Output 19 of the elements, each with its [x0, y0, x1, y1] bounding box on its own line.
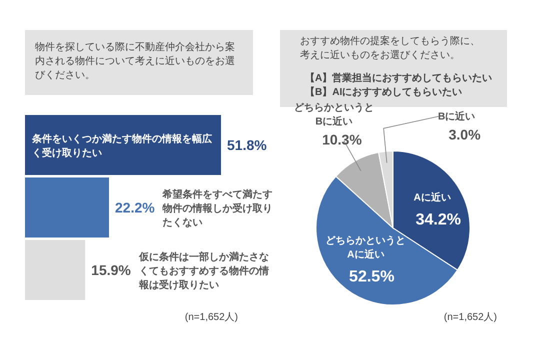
chart-subtitle: 【A】営業担当におすすめしてもらいたい【B】AIにおすすめしてもらいたい — [305, 72, 492, 98]
data-label: 22.2% — [115, 200, 156, 216]
chart-title: おすすめ物件の提案をしてもらう際に、考えに近いものをお選びください。 — [300, 35, 480, 61]
data-label: 15.9% — [91, 262, 132, 278]
slice-label: どちらかというとBに近い — [294, 102, 374, 128]
slice-label: Bに近い — [438, 110, 476, 122]
slice-label: どちらかというとAに近い — [326, 235, 406, 260]
data-label: 10.3% — [322, 132, 362, 148]
data-label: 52.5% — [349, 268, 394, 286]
data-label: 51.8% — [227, 137, 268, 153]
y-tick-label: 仮に条件は一部しか満たさなくてもおすすめする物件の情報は受け取りたい — [138, 251, 269, 291]
text: (n=1,652人) — [184, 312, 238, 323]
y-tick-label: 条件をいくつか満たす物件の情報を幅広く受け取りたい — [31, 133, 212, 159]
text: (n=1,652人) — [444, 312, 497, 323]
data-label: 34.2% — [416, 212, 461, 229]
y-tick-label: 希望条件をすべて満たす物件の情報しか受け取りたくない — [162, 188, 273, 228]
chart-title: 物件を探している際に不動産仲介会社から案内される物件について考えに近いものをお選びください。 — [35, 41, 235, 81]
data-label: 3.0% — [448, 126, 482, 142]
slice-label: Aに近い — [414, 192, 451, 204]
